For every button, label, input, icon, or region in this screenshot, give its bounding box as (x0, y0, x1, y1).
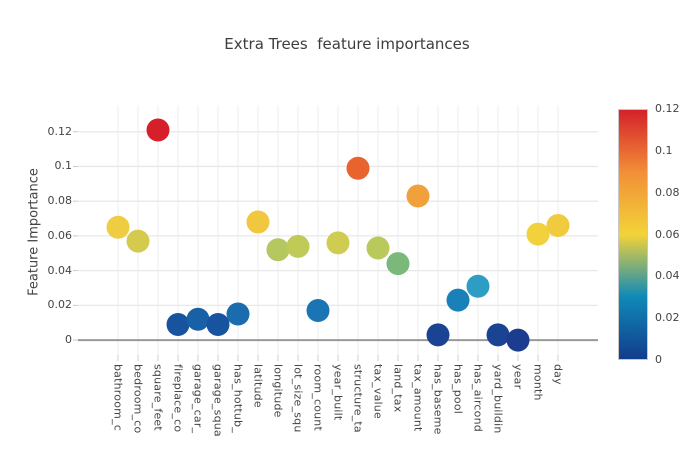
colorbar-tick-label: 0 (655, 353, 662, 366)
data-point[interactable] (346, 156, 370, 180)
data-point[interactable] (266, 238, 290, 262)
x-tick-label: has_aircond (471, 364, 485, 432)
x-tick-label: structure_ta (351, 364, 365, 433)
x-tick-label: bedroom_co (131, 364, 145, 434)
colorbar (618, 109, 648, 360)
data-point[interactable] (526, 222, 550, 246)
x-tick-label: garage_car_ (191, 364, 205, 434)
x-tick-label: has_baseme (431, 364, 445, 435)
data-point[interactable] (206, 312, 230, 336)
y-tick-label: 0 (65, 333, 72, 347)
data-point[interactable] (326, 231, 350, 255)
x-tick-label: longitude (271, 364, 285, 418)
data-point[interactable] (406, 184, 430, 208)
data-point[interactable] (226, 302, 250, 326)
x-tick-label: square_feet (151, 364, 165, 431)
data-point[interactable] (486, 323, 510, 347)
colorbar-tick-label: 0.04 (655, 269, 680, 283)
data-point[interactable] (106, 215, 130, 239)
x-tick-label: month (531, 364, 545, 401)
x-tick-label: land_tax (391, 364, 405, 413)
data-point[interactable] (146, 118, 170, 142)
x-tick-label: year_built (331, 364, 345, 421)
y-tick-label: 0.06 (47, 228, 73, 242)
colorbar-tick-label: 0.06 (655, 227, 680, 241)
data-point[interactable] (426, 323, 450, 347)
x-tick-label: bathroom_c (111, 364, 125, 432)
data-point[interactable] (306, 299, 330, 323)
x-tick-label: year (511, 364, 525, 390)
x-tick-label: day (551, 364, 565, 385)
data-point[interactable] (506, 328, 530, 352)
data-point[interactable] (166, 312, 190, 336)
x-tick-label: latitude (251, 364, 265, 408)
data-point[interactable] (386, 252, 410, 276)
x-tick-label: lot_size_squ (291, 364, 305, 433)
x-tick-label: tax_amount (411, 364, 425, 432)
colorbar-tick-label: 0.12 (655, 102, 680, 115)
plot-area[interactable] (73, 105, 598, 361)
y-tick-label: 0.12 (47, 124, 73, 138)
data-point[interactable] (466, 274, 490, 298)
y-tick-label: 0.1 (54, 159, 73, 173)
data-point[interactable] (366, 236, 390, 260)
x-tick-label: tax_value (371, 364, 385, 419)
data-point[interactable] (246, 210, 270, 234)
x-tick-label: garage_squa (211, 364, 225, 437)
colorbar-tick-label: 0.02 (655, 311, 680, 325)
data-point[interactable] (446, 288, 470, 312)
x-tick-label: has_pool (451, 364, 465, 415)
x-tick-label: room_count (311, 364, 325, 431)
y-tick-label: 0.08 (47, 194, 73, 208)
data-point[interactable] (286, 234, 310, 258)
colorbar-tick-label: 0.1 (655, 143, 673, 157)
x-tick-label: has_hottub_ (231, 364, 245, 433)
y-tick-label: 0.02 (47, 298, 73, 312)
data-point[interactable] (186, 307, 210, 331)
chart-title: Extra Trees feature importances (224, 35, 470, 53)
data-point[interactable] (126, 229, 150, 253)
colorbar-tick-label: 0.08 (655, 185, 680, 199)
data-point[interactable] (546, 213, 570, 237)
x-tick-label: yard_buildin (491, 364, 505, 434)
x-tick-label: fireplace_co (171, 364, 185, 433)
y-tick-label: 0.04 (47, 263, 73, 277)
colorbar-gradient (619, 110, 647, 359)
scatter-plot (73, 105, 598, 361)
